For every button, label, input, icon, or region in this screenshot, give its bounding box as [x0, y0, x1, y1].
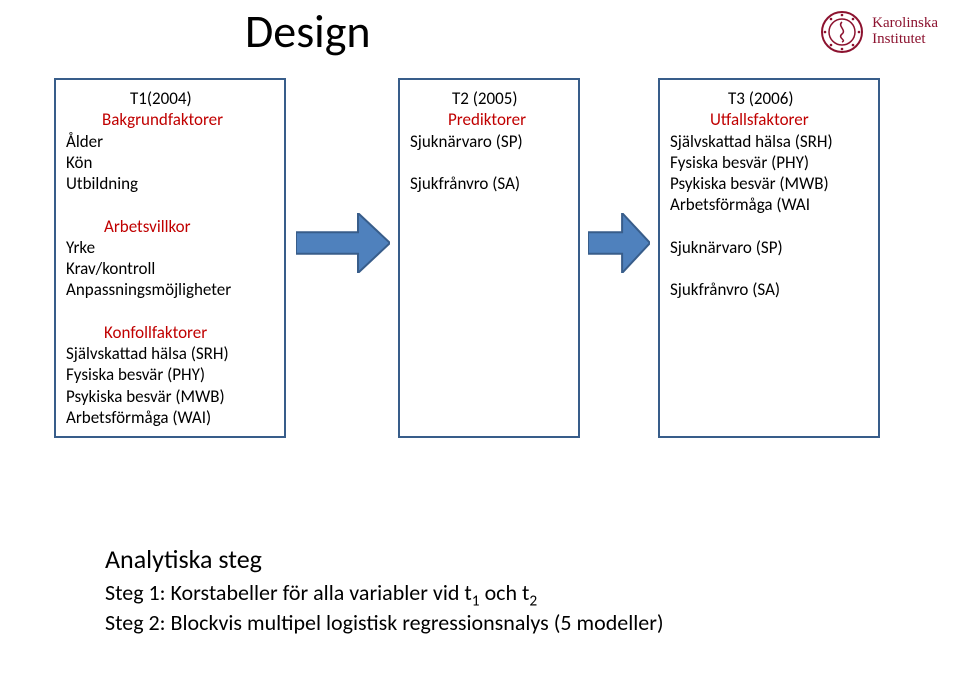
footer-title: Analytiska steg: [105, 543, 262, 575]
box-t3: T3 (2006)UtfallsfaktorerSjälvskattad häl…: [658, 78, 880, 438]
box-line: [410, 152, 568, 173]
box-line: [670, 216, 868, 237]
logo-text-line1: Karolinska: [872, 16, 938, 32]
arrow-2: [588, 213, 650, 273]
box-line: Anpassningsmöjligheter: [66, 279, 274, 300]
logo-text-line2: Institutet: [872, 32, 938, 48]
page-title: Design: [245, 4, 371, 60]
box-line: Sjuknärvaro (SP): [410, 131, 568, 152]
logo: Karolinska Institutet: [820, 10, 938, 54]
logo-seal-icon: [820, 10, 864, 54]
box-line: Sjukfrånvro (SA): [670, 279, 868, 300]
box-line: Fysiska besvär (PHY): [66, 364, 274, 385]
box-line: Konfollfaktorer: [66, 322, 274, 343]
footer-line: Steg 2: Blockvis multipel logistisk regr…: [105, 609, 664, 636]
box-line: Utfallsfaktorer: [670, 109, 868, 130]
box-line: [66, 194, 274, 215]
box-t2: T2 (2005)PrediktorerSjuknärvaro (SP) Sju…: [398, 78, 580, 438]
box-line: Självskattad hälsa (SRH): [670, 131, 868, 152]
box-line: Prediktorer: [410, 109, 568, 130]
box-line: Yrke: [66, 237, 274, 258]
analytical-steps: Analytiska steg Steg 1: Korstabeller för …: [105, 543, 905, 663]
box-line: Sjukfrånvro (SA): [410, 173, 568, 194]
box-line: Sjuknärvaro (SP): [670, 237, 868, 258]
box-line: [670, 258, 868, 279]
logo-text: Karolinska Institutet: [872, 16, 938, 48]
box-line: T3 (2006): [670, 88, 868, 109]
box-line: Utbildning: [66, 173, 274, 194]
footer-line: Steg 1: Korstabeller för alla variabler …: [105, 579, 537, 610]
box-line: Arbetsförmåga (WAI): [66, 407, 274, 428]
box-line: T2 (2005): [410, 88, 568, 109]
box-line: Bakgrundfaktorer: [66, 109, 274, 130]
box-line: Fysiska besvär (PHY): [670, 152, 868, 173]
box-line: Arbetsförmåga (WAI: [670, 194, 868, 215]
arrow-1: [296, 213, 390, 273]
box-line: Arbetsvillkor: [66, 216, 274, 237]
box-line: T1(2004): [66, 88, 274, 109]
box-line: Psykiska besvär (MWB): [670, 173, 868, 194]
box-line: Kön: [66, 152, 274, 173]
box-line: [66, 301, 274, 322]
box-line: Psykiska besvär (MWB): [66, 386, 274, 407]
box-t1: T1(2004)BakgrundfaktorerÅlderKönUtbildni…: [54, 78, 286, 438]
box-line: Självskattad hälsa (SRH): [66, 343, 274, 364]
box-line: Krav/kontroll: [66, 258, 274, 279]
box-line: Ålder: [66, 131, 274, 152]
